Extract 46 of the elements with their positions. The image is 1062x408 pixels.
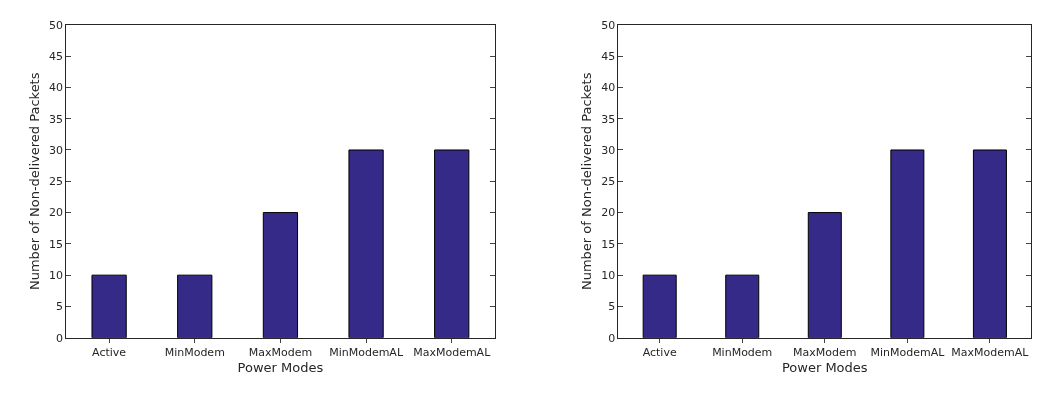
bar: [890, 149, 925, 338]
bar: [725, 274, 760, 338]
y-tick-label: 10: [601, 269, 616, 282]
y-tick-label: 30: [601, 143, 616, 157]
y-tick-label: 45: [601, 49, 616, 63]
y-tick-label: 40: [601, 81, 616, 95]
bar: [642, 274, 677, 338]
x-tick-label: MaxModem: [793, 345, 857, 359]
y-axis-title: Number of Non-delivered Packets: [27, 72, 43, 291]
x-tick-label: MinModem: [164, 345, 225, 359]
x-tick-label: MinModemAL: [329, 345, 404, 359]
y-tick-label: 35: [49, 112, 64, 126]
bar: [434, 149, 470, 338]
bar: [807, 212, 842, 338]
x-axis-title: Power Modes: [781, 359, 868, 375]
x-tick-label: MinModemAL: [870, 345, 946, 359]
y-tick-label: 25: [601, 175, 616, 189]
y-tick-label: 15: [601, 237, 616, 251]
y-tick-label: 5: [56, 300, 64, 314]
y-tick-label: 20: [49, 206, 64, 220]
y-tick-label: 0: [56, 331, 64, 345]
bar: [348, 149, 384, 338]
y-tick-label: 0: [608, 331, 616, 345]
y-tick-label: 30: [49, 143, 64, 157]
y-tick-label: 15: [49, 237, 64, 251]
y-tick-label: 50: [601, 18, 616, 32]
y-tick-label: 5: [608, 300, 616, 314]
y-tick-label: 20: [601, 206, 616, 220]
y-tick-label: 35: [601, 112, 616, 126]
y-tick-label: 10: [49, 269, 64, 282]
y-tick-label: 45: [49, 49, 64, 63]
y-tick-label: 50: [49, 18, 64, 32]
x-tick-label: Active: [92, 345, 127, 359]
x-tick-label: MaxModem: [248, 345, 313, 359]
bar: [972, 149, 1007, 338]
bar: [262, 212, 299, 338]
y-tick-label: 40: [49, 81, 64, 95]
x-axis-title: Power Modes: [237, 359, 324, 375]
x-tick-label: MaxModemAL: [951, 345, 1030, 359]
bar: [177, 274, 213, 338]
y-tick-label: 25: [49, 175, 64, 189]
x-tick-label: MaxModemAL: [413, 345, 492, 359]
y-axis-title: Number of Non-delivered Packets: [579, 72, 595, 291]
bar: [91, 274, 127, 338]
x-tick-label: MinModem: [712, 345, 773, 359]
x-tick-label: Active: [642, 345, 677, 359]
